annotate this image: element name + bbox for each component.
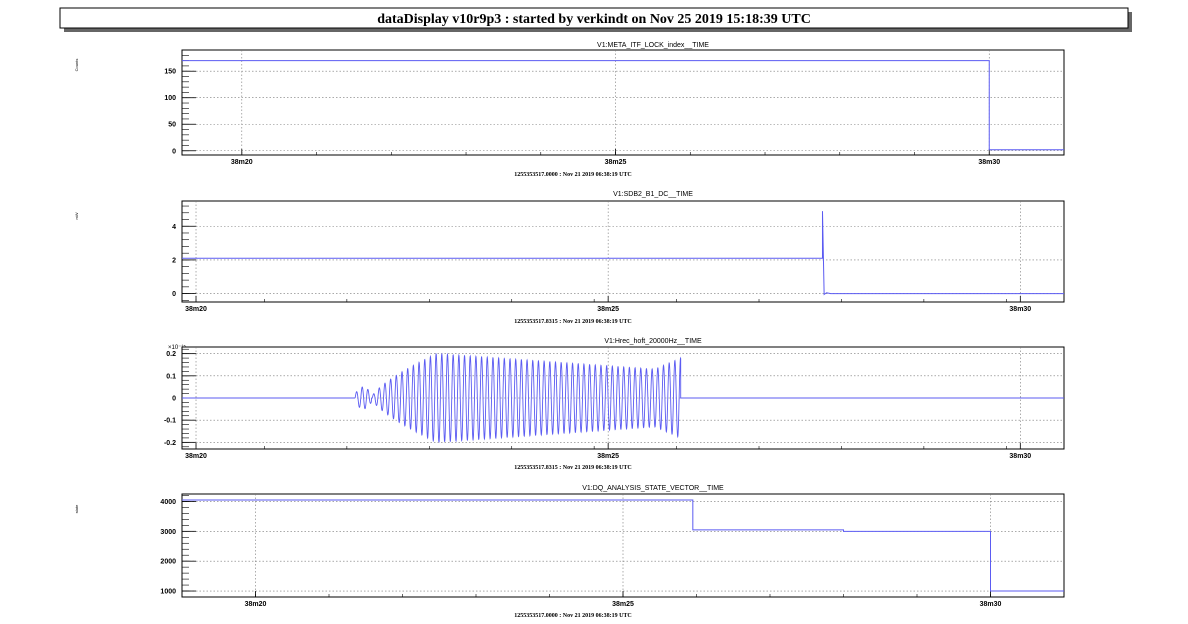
y-tick-label: 50	[168, 122, 176, 129]
y-tick-label: 4000	[160, 499, 176, 506]
y-tick-label: 0	[172, 291, 176, 298]
chart-panel-1: V1:META_ITF_LOCK_index__TIME Counts 0 50 100…	[74, 42, 1065, 178]
y-axis-label: state	[74, 504, 79, 513]
data-series-line	[182, 211, 1064, 296]
chart-panel-2: V1:SDB2_B1_DC__TIME mW 0 2 4 38m20 38m25 38m30 1…	[74, 191, 1065, 325]
y-axis-label: mW	[74, 212, 79, 219]
x-tick-label: 38m25	[605, 159, 627, 166]
y-axis-label: Counts	[74, 59, 79, 72]
chart-title: V1:DQ_ANALYSIS_STATE_VECTOR__TIME	[582, 485, 724, 492]
title-box: dataDisplay v10r9p3 : started by verkind…	[59, 7, 1132, 32]
x-axis-caption: 1255353517.8315 : Nov 21 2019 06:38:19 U…	[514, 465, 632, 471]
y-tick-label: 0.2	[166, 351, 176, 358]
x-tick-label: 38m30	[1009, 306, 1031, 313]
chart-panels: V1:META_ITF_LOCK_index__TIME Counts 0 50 100…	[74, 42, 1065, 619]
x-tick-label: 38m30	[1009, 453, 1031, 460]
data-series-line	[182, 352, 1064, 443]
data-series-line	[182, 499, 1064, 592]
y-tick-label: 100	[164, 95, 176, 102]
plot-frame	[181, 49, 1065, 156]
title-box-frame	[59, 7, 1129, 29]
x-tick-label: 38m20	[231, 159, 253, 166]
x-tick-label: 38m20	[245, 601, 267, 608]
x-tick-label: 38m25	[597, 306, 619, 313]
y-tick-label: 0.1	[166, 373, 176, 380]
window-title: dataDisplay v10r9p3 : started by verkind…	[377, 12, 811, 27]
chart-panel-3: V1:Hrec_hoft_20000Hz__TIME ×10⁻¹⁵ -0.2 -0.1…	[164, 338, 1065, 471]
x-tick-label: 38m25	[597, 453, 619, 460]
data-series-line	[182, 60, 1064, 151]
x-tick-label: 38m20	[185, 306, 207, 313]
y-tick-label: 0	[172, 148, 176, 155]
chart-title: V1:SDB2_B1_DC__TIME	[613, 191, 693, 198]
x-tick-label: 38m25	[612, 601, 634, 608]
y-tick-label: -0.1	[164, 418, 176, 425]
chart-title: V1:Hrec_hoft_20000Hz__TIME	[604, 338, 702, 345]
y-exponent-label: ×10⁻¹⁵	[168, 344, 186, 351]
x-axis-caption: 1255353517.0000 : Nov 21 2019 06:38:19 U…	[514, 613, 632, 619]
x-axis-caption: 1255353517.0000 : Nov 21 2019 06:38:19 U…	[514, 172, 632, 178]
x-tick-label: 38m20	[185, 453, 207, 460]
y-tick-label: -0.2	[164, 440, 176, 447]
y-tick-label: 1000	[160, 589, 176, 596]
x-tick-label: 38m30	[980, 601, 1002, 608]
chart-title: V1:META_ITF_LOCK_index__TIME	[597, 42, 709, 49]
y-tick-label: 150	[164, 69, 176, 76]
y-tick-label: 3000	[160, 529, 176, 536]
y-tick-label: 2	[172, 257, 176, 264]
y-tick-label: 4	[172, 224, 176, 231]
y-tick-label: 0	[172, 396, 176, 403]
plot-frame	[181, 200, 1065, 303]
x-axis-caption: 1255353517.8315 : Nov 21 2019 06:38:19 U…	[514, 319, 632, 325]
y-tick-label: 2000	[160, 559, 176, 566]
x-tick-label: 38m30	[978, 159, 1000, 166]
